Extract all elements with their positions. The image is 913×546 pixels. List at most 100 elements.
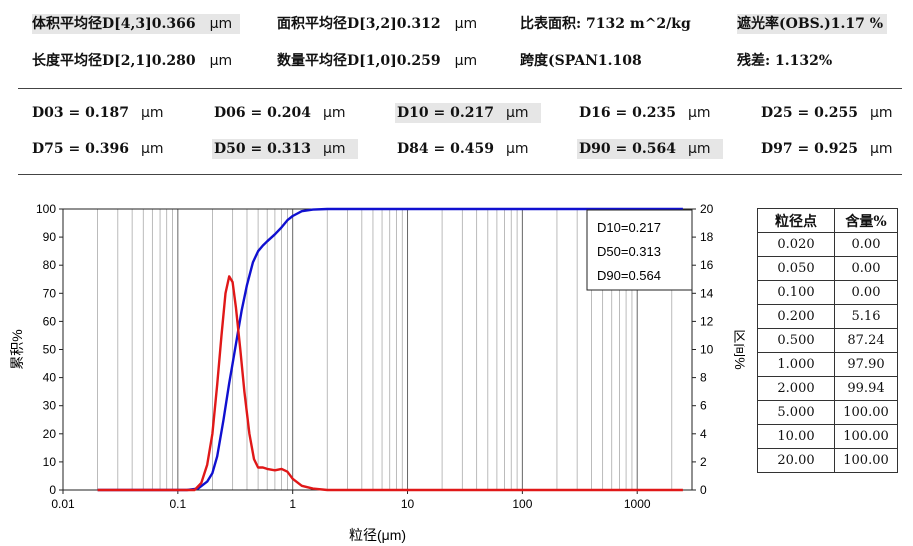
summary-value: 7132 m^2/kg — [586, 16, 691, 32]
x-tick-label: 100 — [512, 497, 532, 511]
summary-d21: 长度平均径D[2,1]0.280 μm — [32, 50, 232, 70]
dvalue-d50: D50 = 0.313 μm — [212, 139, 358, 159]
left-tick-label: 20 — [43, 427, 57, 441]
summary-unit: μm — [454, 53, 478, 69]
left-tick-label: 90 — [43, 230, 57, 244]
legend-d50: D50=0.313 — [597, 244, 661, 259]
dvalue-d25: D25 = 0.255 μm — [759, 103, 895, 123]
right-tick-label: 10 — [700, 343, 714, 357]
summary-d43: 体积平均径D[4,3]0.366 μm — [32, 13, 241, 34]
summary-unit: μm — [209, 16, 233, 32]
right-tick-label: 16 — [700, 258, 714, 272]
left-tick-label: 60 — [43, 314, 57, 328]
dvalue-text: D03 = 0.187 — [32, 105, 129, 121]
summary-unit: μm — [209, 53, 233, 69]
table-cell-content: 0.00 — [834, 232, 898, 257]
table-cell-size: 0.050 — [757, 256, 835, 281]
summary-specific-surface: 比表面积: 7132 m^2/kg — [520, 13, 691, 33]
dvalue-text: D06 = 0.204 — [214, 105, 311, 121]
summary-unit: μm — [454, 16, 478, 32]
right-tick-label: 0 — [700, 483, 707, 497]
differential-curve — [97, 275, 683, 492]
summary-label: 比表面积: — [520, 16, 582, 32]
right-tick-label: 2 — [700, 455, 707, 469]
dvalue-d06: D06 = 0.204 μm — [212, 103, 348, 123]
left-tick-label: 100 — [36, 202, 56, 216]
right-tick-label: 4 — [700, 427, 707, 441]
right-tick-label: 8 — [700, 371, 707, 385]
summary-label: 跨度(SPAN — [520, 53, 598, 69]
cumulative-curve — [97, 207, 683, 492]
dvalue-unit: μm — [140, 141, 164, 157]
table-cell-content: 0.00 — [834, 256, 898, 281]
summary-label: 数量平均径D[1,0] — [277, 53, 397, 69]
dvalue-text: D16 = 0.235 — [579, 105, 676, 121]
legend-frame — [586, 209, 693, 291]
table-row: 1.000 97.90 — [757, 352, 898, 377]
divider-top — [18, 88, 902, 89]
summary-value: 0.259 — [396, 53, 441, 69]
x-axis-label: 粒径(μm) — [349, 527, 406, 543]
summary-label: 面积平均径D[3,2] — [277, 16, 397, 32]
table-cell-size: 5.000 — [757, 400, 835, 425]
table-cell-content: 97.90 — [834, 352, 898, 377]
x-tick-label: 0.01 — [51, 497, 75, 511]
divider-bottom — [18, 174, 902, 175]
x-tick-label: 1 — [289, 497, 296, 511]
dvalue-unit: μm — [140, 105, 164, 121]
summary-label: 残差: — [737, 53, 771, 69]
table-row: 0.500 87.24 — [757, 328, 898, 353]
summary-value: 1.108 — [597, 53, 642, 69]
right-axis-ticks: 0 2 4 6 8 10 12 14 16 18 20 — [692, 202, 714, 497]
table-cell-size: 0.100 — [757, 280, 835, 305]
dvalue-text: D90 = 0.564 — [579, 141, 676, 157]
dvalue-d16: D16 = 0.235 μm — [577, 103, 713, 123]
dvalue-d97: D97 = 0.925 μm — [759, 139, 895, 159]
particle-size-chart: 0 10 20 30 40 50 60 70 80 90 100 0 2 4 6 8 10 12 14 16 18 20… — [9, 202, 745, 543]
table-header-content: 含量% — [834, 208, 898, 233]
dvalue-d10: D10 = 0.217 μm — [395, 103, 541, 123]
dvalue-unit: μm — [322, 105, 346, 121]
table-cell-size: 20.00 — [757, 448, 835, 473]
y-axis-label-right: 区间% — [732, 329, 745, 369]
right-tick-label: 6 — [700, 399, 707, 413]
summary-d32: 面积平均径D[3,2]0.312 μm — [277, 13, 477, 33]
summary-label: 体积平均径D[4,3] — [32, 16, 152, 32]
table-cell-size: 10.00 — [757, 424, 835, 449]
summary-value: 1.132% — [775, 53, 833, 69]
table-cell-content: 99.94 — [834, 376, 898, 401]
table-row: 0.020 0.00 — [757, 232, 898, 257]
summary-label: 遮光率(OBS.) — [737, 16, 831, 32]
left-tick-label: 50 — [43, 343, 57, 357]
dvalue-text: D25 = 0.255 — [761, 105, 858, 121]
table-cell-size: 0.200 — [757, 304, 835, 329]
table-row: 5.000 100.00 — [757, 400, 898, 425]
table-cell-content: 100.00 — [834, 424, 898, 449]
dvalue-d03: D03 = 0.187 μm — [30, 103, 166, 123]
left-tick-label: 30 — [43, 399, 57, 413]
dvalue-d75: D75 = 0.396 μm — [30, 139, 166, 159]
legend-box: D10=0.217 D50=0.313 D90=0.564 — [586, 209, 693, 291]
dvalue-unit: μm — [322, 141, 346, 157]
x-axis-ticks: 0.01 0.1 1 10 100 1000 — [51, 490, 651, 511]
dvalue-d90: D90 = 0.564 μm — [577, 139, 723, 159]
summary-value: 0.280 — [151, 53, 196, 69]
left-tick-label: 80 — [43, 258, 57, 272]
summary-d10: 数量平均径D[1,0]0.259 μm — [277, 50, 477, 70]
summary-obscuration: 遮光率(OBS.)1.17 % — [737, 13, 888, 34]
left-tick-label: 40 — [43, 371, 57, 385]
summary-value: 0.312 — [396, 16, 441, 32]
dvalue-unit: μm — [869, 105, 893, 121]
grid-lines — [97, 209, 673, 490]
dvalue-text: D84 = 0.459 — [397, 141, 494, 157]
table-cell-size: 2.000 — [757, 376, 835, 401]
dvalue-unit: μm — [687, 105, 711, 121]
table-row: 0.050 0.00 — [757, 256, 898, 281]
table-cell-size: 1.000 — [757, 352, 835, 377]
dvalue-unit: μm — [687, 141, 711, 157]
x-tick-label: 1000 — [624, 497, 651, 511]
dvalue-d84: D84 = 0.459 μm — [395, 139, 531, 159]
dvalue-text: D50 = 0.313 — [214, 141, 311, 157]
legend-d10: D10=0.217 — [597, 220, 661, 235]
size-table: 粒径点 含量% 0.020 0.00 0.050 0.00 0.100 0.00 0.200… — [757, 208, 898, 473]
